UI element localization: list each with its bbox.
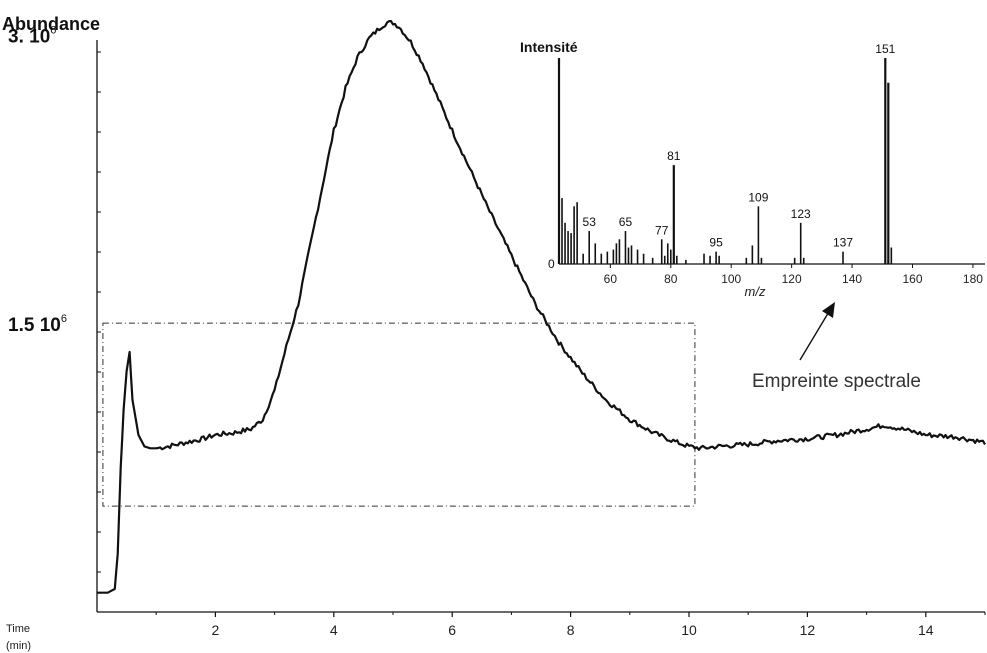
inset-x-tick-label: 180 — [963, 272, 983, 286]
y-tick-exponent: 6 — [61, 313, 67, 325]
inset-y-tick-label: 0 — [548, 257, 555, 271]
x-tick-label: 8 — [567, 622, 575, 638]
x-axis-title-line1: Time — [6, 623, 30, 635]
y-tick-label: 1.5 106 — [8, 313, 67, 336]
y-axis-title: Abundance — [2, 14, 100, 34]
inset-x-tick-label: 60 — [604, 272, 618, 286]
inset-peak-label: 109 — [748, 190, 768, 204]
inset-x-tick-label: 120 — [782, 272, 802, 286]
inset-peak-label: 65 — [619, 215, 633, 229]
inset-region-box — [102, 322, 696, 507]
inset-x-tick-label: 160 — [902, 272, 922, 286]
inset-x-tick-label: 100 — [721, 272, 741, 286]
inset-x-tick-label: 140 — [842, 272, 862, 286]
inset-y-axis-title: Intensité — [520, 39, 578, 55]
annotation-arrow — [799, 302, 835, 361]
inset-peak-label: 137 — [833, 236, 853, 250]
x-tick-label: 14 — [918, 622, 934, 638]
inset-peak-label: 95 — [709, 236, 723, 250]
x-tick-label: 6 — [448, 622, 456, 638]
x-tick-label: 4 — [330, 622, 338, 638]
x-axis-title-line2: (min) — [6, 640, 31, 652]
inset-peak-label: 123 — [791, 207, 811, 221]
x-tick-label: 2 — [212, 622, 220, 638]
inset-x-axis-title: m/z — [745, 284, 766, 299]
y-tick-label: 3. 106 — [8, 24, 56, 47]
inset-peak-label: 81 — [667, 149, 681, 163]
chromatogram-trace — [97, 20, 986, 594]
y-tick-exponent: 6 — [50, 24, 56, 36]
mass-spectrum-inset: Intensité 0 m/z 60 80 100 120 140 160 180 53 65 77 81… — [520, 39, 985, 299]
x-tick-label: 12 — [800, 622, 816, 638]
x-tick-label: 10 — [681, 622, 697, 638]
inset-x-tick-label: 80 — [664, 272, 678, 286]
inset-peak-label: 77 — [655, 223, 669, 237]
inset-peak-label: 151 — [875, 42, 895, 56]
inset-peak-label: 53 — [583, 215, 597, 229]
annotation-label: Empreinte spectrale — [752, 371, 921, 392]
